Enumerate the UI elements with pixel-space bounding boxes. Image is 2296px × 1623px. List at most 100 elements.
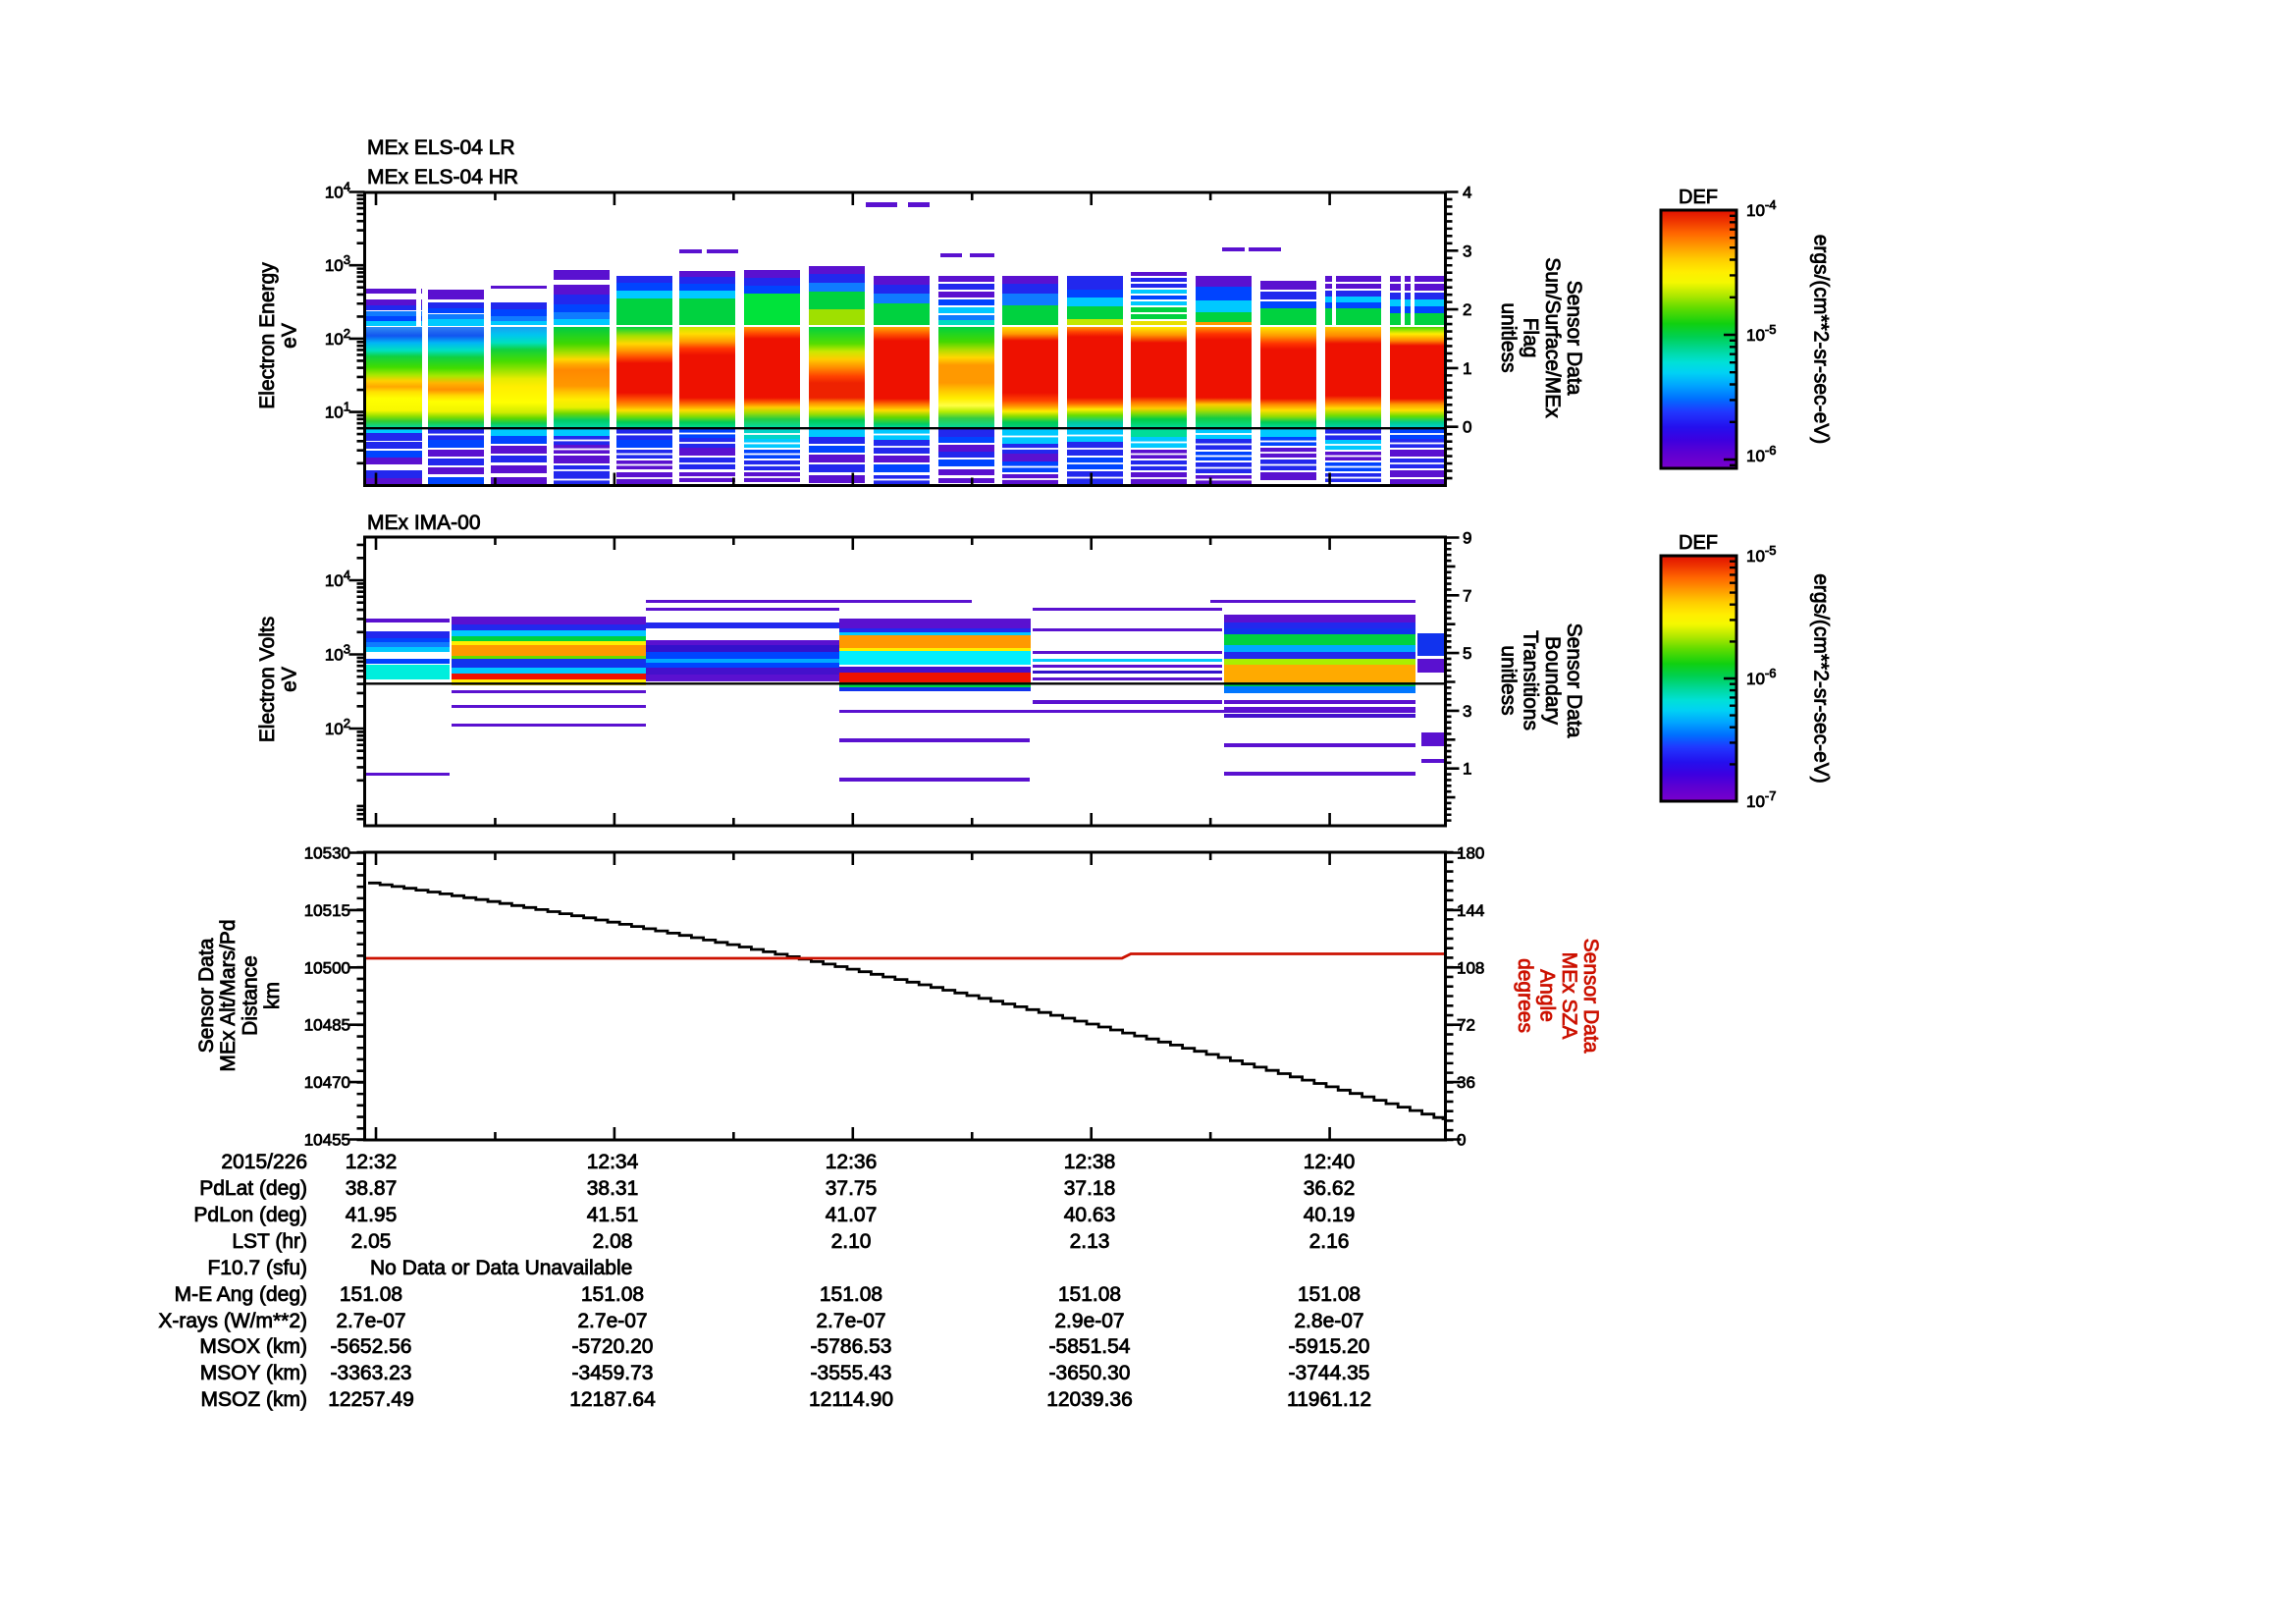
- svg-text:4: 4: [1463, 184, 1471, 202]
- svg-text:eV: eV: [279, 667, 301, 692]
- svg-text:Sensor Data: Sensor Data: [1563, 623, 1585, 738]
- svg-text:Angle: Angle: [1536, 969, 1559, 1022]
- svg-text:5: 5: [1463, 644, 1471, 663]
- svg-text:Sensor Data: Sensor Data: [1563, 281, 1585, 396]
- svg-text:MSOZ (km): MSOZ (km): [201, 1388, 307, 1411]
- svg-text:-3459.73: -3459.73: [572, 1362, 654, 1384]
- svg-text:72: 72: [1457, 1016, 1475, 1035]
- svg-text:151.08: 151.08: [340, 1283, 402, 1306]
- svg-text:2.7e-07: 2.7e-07: [816, 1310, 885, 1332]
- svg-text:degrees: degrees: [1514, 958, 1536, 1033]
- svg-text:-5720.20: -5720.20: [572, 1335, 654, 1358]
- svg-text:2.16: 2.16: [1309, 1230, 1350, 1253]
- svg-text:1: 1: [1463, 359, 1471, 378]
- svg-text:12039.36: 12039.36: [1046, 1388, 1133, 1411]
- svg-text:41.07: 41.07: [826, 1204, 878, 1226]
- svg-text:10455: 10455: [304, 1131, 350, 1150]
- svg-text:10530: 10530: [304, 844, 350, 863]
- svg-text:10500: 10500: [304, 958, 350, 977]
- svg-text:Boundary: Boundary: [1541, 636, 1564, 725]
- svg-text:-5786.53: -5786.53: [811, 1335, 892, 1358]
- svg-text:km: km: [261, 982, 284, 1009]
- svg-text:Sensor Data: Sensor Data: [195, 938, 218, 1053]
- svg-text:151.08: 151.08: [820, 1283, 882, 1306]
- svg-text:MEx ELS-04 LR: MEx ELS-04 LR: [367, 136, 515, 159]
- svg-text:Distance: Distance: [240, 955, 262, 1036]
- svg-text:2.05: 2.05: [351, 1230, 392, 1253]
- svg-text:2015/226: 2015/226: [221, 1151, 307, 1173]
- svg-text:36.62: 36.62: [1304, 1177, 1356, 1200]
- svg-text:0: 0: [1463, 418, 1471, 437]
- svg-text:151.08: 151.08: [1298, 1283, 1361, 1306]
- svg-text:-3555.43: -3555.43: [811, 1362, 892, 1384]
- svg-text:Sun/Surface/MEx: Sun/Surface/MEx: [1541, 257, 1564, 418]
- svg-text:Electron Volts: Electron Volts: [256, 617, 279, 742]
- svg-text:MEx SZA: MEx SZA: [1558, 952, 1580, 1040]
- svg-text:7: 7: [1463, 586, 1471, 605]
- svg-text:12:36: 12:36: [826, 1151, 878, 1173]
- svg-text:Sensor Data: Sensor Data: [1579, 939, 1602, 1054]
- svg-text:F10.7 (sfu): F10.7 (sfu): [207, 1257, 307, 1279]
- svg-text:ergs/(cm**2-sr-sec-eV): ergs/(cm**2-sr-sec-eV): [1810, 235, 1833, 445]
- svg-text:151.08: 151.08: [1058, 1283, 1121, 1306]
- svg-text:0: 0: [1457, 1131, 1466, 1150]
- svg-text:10515: 10515: [304, 901, 350, 920]
- svg-text:2.10: 2.10: [831, 1230, 872, 1253]
- svg-text:MEx ELS-04 HR: MEx ELS-04 HR: [367, 166, 518, 189]
- svg-text:PdLon (deg): PdLon (deg): [193, 1204, 307, 1226]
- svg-text:2.7e-07: 2.7e-07: [577, 1310, 647, 1332]
- svg-text:151.08: 151.08: [581, 1283, 644, 1306]
- svg-text:108: 108: [1457, 958, 1484, 977]
- svg-text:36: 36: [1457, 1073, 1475, 1092]
- svg-text:MSOX (km): MSOX (km): [199, 1335, 307, 1358]
- svg-text:12114.90: 12114.90: [809, 1388, 893, 1411]
- svg-text:1: 1: [1463, 760, 1471, 779]
- svg-text:unitless: unitless: [1497, 645, 1520, 715]
- svg-text:41.95: 41.95: [346, 1204, 398, 1226]
- svg-text:-3363.23: -3363.23: [331, 1362, 412, 1384]
- svg-text:12187.64: 12187.64: [569, 1388, 656, 1411]
- svg-text:9: 9: [1463, 529, 1471, 548]
- svg-text:unitless: unitless: [1497, 302, 1520, 372]
- svg-text:40.63: 40.63: [1064, 1204, 1116, 1226]
- svg-text:-3744.35: -3744.35: [1289, 1362, 1370, 1384]
- svg-text:3: 3: [1463, 702, 1471, 721]
- svg-text:MSOY (km): MSOY (km): [200, 1362, 307, 1384]
- svg-text:180: 180: [1457, 844, 1484, 863]
- svg-text:12:34: 12:34: [587, 1151, 639, 1173]
- svg-text:37.18: 37.18: [1064, 1177, 1116, 1200]
- svg-text:2: 2: [1463, 300, 1471, 319]
- svg-text:-3650.30: -3650.30: [1049, 1362, 1131, 1384]
- svg-text:12:38: 12:38: [1064, 1151, 1116, 1173]
- svg-text:12:32: 12:32: [346, 1151, 398, 1173]
- svg-text:2.13: 2.13: [1070, 1230, 1110, 1253]
- svg-text:38.31: 38.31: [587, 1177, 639, 1200]
- svg-text:ergs/(cm**2-sr-sec-eV): ergs/(cm**2-sr-sec-eV): [1810, 573, 1833, 784]
- svg-text:37.75: 37.75: [826, 1177, 878, 1200]
- svg-text:-5915.20: -5915.20: [1289, 1335, 1370, 1358]
- svg-text:MEx Alt/Mars/Pd: MEx Alt/Mars/Pd: [217, 919, 240, 1071]
- svg-text:41.51: 41.51: [587, 1204, 639, 1226]
- svg-text:12257.49: 12257.49: [328, 1388, 414, 1411]
- svg-text:12:40: 12:40: [1304, 1151, 1356, 1173]
- svg-text:M-E Ang (deg): M-E Ang (deg): [175, 1283, 307, 1306]
- svg-text:2.9e-07: 2.9e-07: [1054, 1310, 1124, 1332]
- svg-text:DEF: DEF: [1679, 532, 1718, 554]
- svg-text:11961.12: 11961.12: [1287, 1388, 1371, 1411]
- svg-text:10485: 10485: [304, 1016, 350, 1035]
- svg-text:10470: 10470: [304, 1073, 350, 1092]
- svg-text:No Data or Data Unavailable: No Data or Data Unavailable: [370, 1257, 632, 1279]
- svg-text:2.08: 2.08: [593, 1230, 633, 1253]
- svg-text:38.87: 38.87: [346, 1177, 398, 1200]
- svg-text:-5652.56: -5652.56: [331, 1335, 412, 1358]
- svg-text:eV: eV: [279, 323, 301, 349]
- svg-text:Flag: Flag: [1520, 318, 1542, 358]
- svg-text:144: 144: [1457, 901, 1484, 920]
- svg-text:DEF: DEF: [1679, 187, 1718, 208]
- svg-text:2.8e-07: 2.8e-07: [1294, 1310, 1363, 1332]
- svg-text:3: 3: [1463, 242, 1471, 260]
- svg-text:LST (hr): LST (hr): [232, 1230, 307, 1253]
- svg-text:MEx IMA-00: MEx IMA-00: [367, 512, 481, 534]
- svg-text:2.7e-07: 2.7e-07: [336, 1310, 405, 1332]
- svg-text:X-rays (W/m**2): X-rays (W/m**2): [158, 1310, 307, 1332]
